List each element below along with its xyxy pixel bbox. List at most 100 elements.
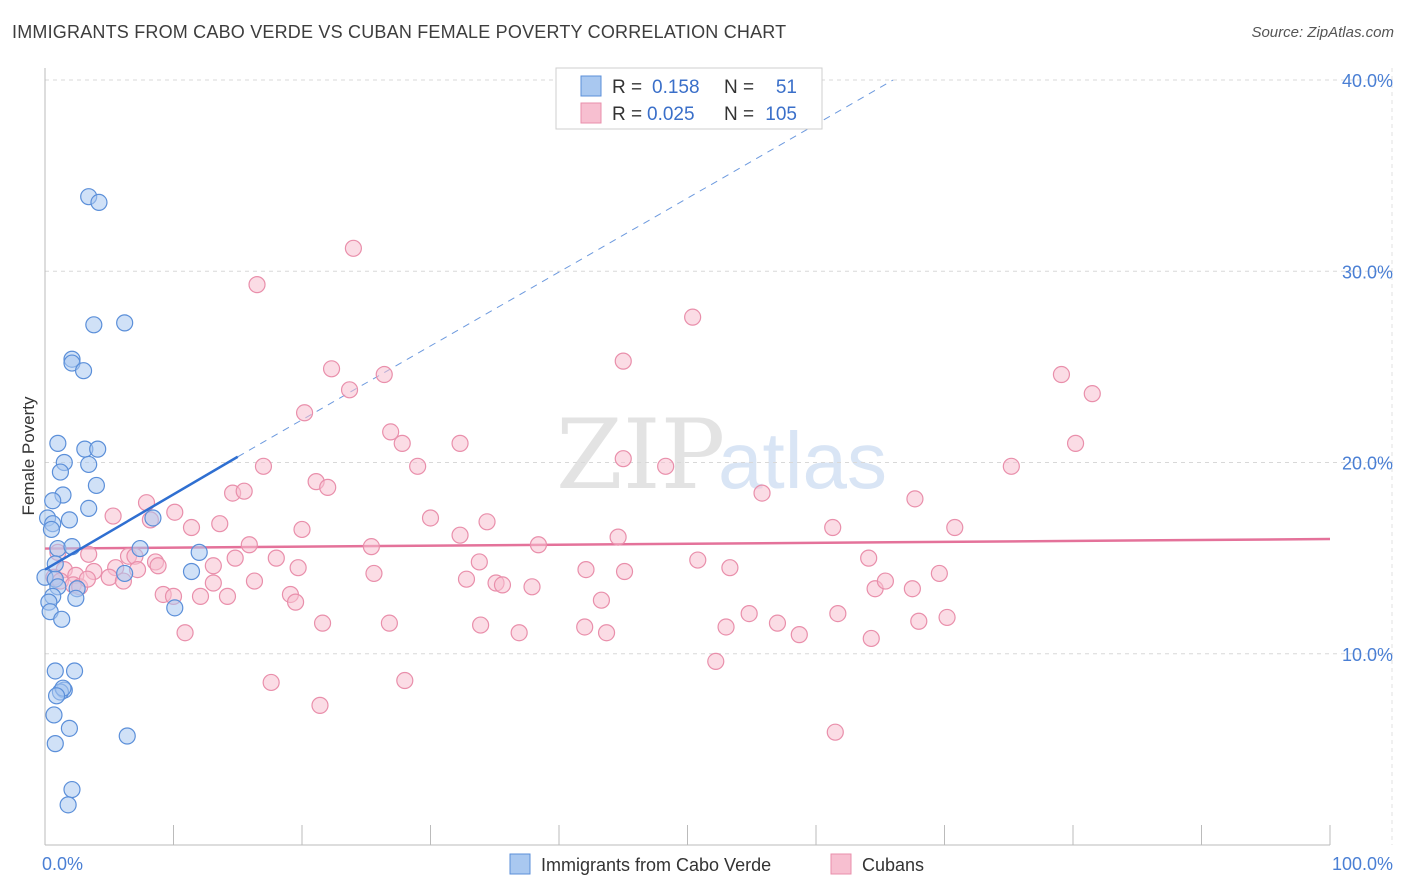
stats-n-value-pink: 105 <box>765 104 797 125</box>
cubans-point-87 <box>313 614 332 632</box>
cubans-point-72 <box>245 572 264 590</box>
cubans-point-31 <box>478 513 496 531</box>
trend-line-blue-dashed <box>237 79 894 458</box>
legend-label-pink: Cubans <box>862 855 924 875</box>
cubans-point-24 <box>906 490 924 508</box>
cubans-point-62 <box>615 562 634 581</box>
cabo-verde-point-36 <box>116 564 134 583</box>
trend-lines <box>44 79 1331 550</box>
cabo-verde-point-40 <box>65 662 84 680</box>
cubans-point-97 <box>910 612 928 630</box>
trend-line-blue <box>44 455 239 571</box>
cubans-point-32 <box>182 518 201 537</box>
cabo-verde-point-38 <box>166 599 184 617</box>
cubans-point-39 <box>362 538 380 556</box>
cubans-point-30 <box>421 509 440 527</box>
cubans-point-94 <box>740 604 758 623</box>
cubans-point-82 <box>191 587 210 605</box>
cubans-point-14 <box>254 457 273 475</box>
cubans-point-5 <box>375 365 393 384</box>
cubans-point-105 <box>311 696 329 714</box>
y-tick-label-2: 30.0% <box>1342 262 1393 282</box>
cabo-verde-point-37 <box>182 562 201 581</box>
cabo-verde-point-9 <box>89 440 107 458</box>
cubans-point-36 <box>824 518 842 537</box>
cabo-verde-point-22 <box>49 539 67 558</box>
cubans-point-46 <box>267 549 285 567</box>
cubans-point-49 <box>689 551 707 569</box>
x-tick-label-1: 100.0% <box>1332 854 1393 874</box>
cabo-verde-point-7 <box>49 434 67 452</box>
stats-r-value-pink: 0.025 <box>647 104 695 125</box>
cubans-point-76 <box>523 578 541 596</box>
cubans-point-50 <box>721 559 739 577</box>
cubans-point-12 <box>451 434 469 452</box>
cubans-point-83 <box>218 587 237 605</box>
trend-line-pink <box>44 537 1331 550</box>
cabo-verde-point-3 <box>116 314 134 332</box>
cubans-point-93 <box>717 618 735 636</box>
cabo-verde-point-13 <box>87 476 106 495</box>
cubans-point-79 <box>903 580 921 598</box>
cubans-point-45 <box>226 549 244 567</box>
cabo-verde-point-19 <box>42 520 61 539</box>
cubans-point-89 <box>472 616 490 634</box>
cubans-point-59 <box>289 559 307 577</box>
cubans-point-2 <box>684 308 702 326</box>
cubans-point-85 <box>286 593 305 611</box>
cabo-verde-point-11 <box>80 455 98 474</box>
cubans-point-75 <box>493 576 512 594</box>
cabo-verde-point-46 <box>60 719 79 737</box>
cabo-verde-point-16 <box>80 499 98 517</box>
cabo-verde-point-1 <box>90 193 108 211</box>
cubans-point-3 <box>614 352 632 370</box>
cubans-point-7 <box>1052 365 1071 384</box>
cabo-verde-point-15 <box>44 492 62 510</box>
cubans-point-58 <box>204 557 222 575</box>
tick-labels: 10.0% 20.0% 30.0% 40.0% 0.0% 100.0% <box>42 71 1393 874</box>
cubans-point-35 <box>609 528 627 546</box>
cubans-point-104 <box>396 671 414 690</box>
cubans-point-28 <box>104 507 122 525</box>
cubans-point-103 <box>262 673 280 692</box>
cubans-point-57 <box>149 557 167 575</box>
stats-r-label-blue: R = <box>612 77 642 98</box>
cubans-point-8 <box>1083 385 1101 403</box>
cabo-verde-point-20 <box>60 511 79 529</box>
cubans-point-4 <box>322 360 341 378</box>
cabo-verde-point-12 <box>51 463 70 481</box>
cubans-point-11 <box>393 434 411 452</box>
cubans-point-96 <box>829 604 847 623</box>
data-points <box>36 188 1101 814</box>
cubans-point-37 <box>946 518 964 537</box>
cubans-point-60 <box>365 564 383 583</box>
cabo-verde-point-32 <box>67 589 85 607</box>
cabo-verde-point-45 <box>45 706 63 724</box>
cubans-point-48 <box>470 553 488 571</box>
cubans-point-29 <box>211 515 229 533</box>
cubans-point-88 <box>380 614 398 632</box>
cubans-point-15 <box>409 457 427 475</box>
cabo-verde-point-21 <box>144 509 162 527</box>
cubans-point-98 <box>938 608 956 627</box>
cubans-point-38 <box>240 536 258 554</box>
cabo-verde-point-24 <box>131 539 149 558</box>
cubans-point-99 <box>790 626 808 644</box>
cubans-point-42 <box>80 545 98 563</box>
cubans-point-33 <box>293 520 311 539</box>
legend-swatch-pink <box>830 853 852 875</box>
cubans-point-102 <box>707 652 725 671</box>
cubans-point-0 <box>344 239 362 257</box>
cubans-point-95 <box>768 614 787 632</box>
cabo-verde-point-50 <box>59 796 77 814</box>
cubans-point-6 <box>340 381 359 399</box>
source-credit: Source: ZipAtlas.com <box>1251 24 1394 41</box>
cabo-verde-point-48 <box>46 735 64 753</box>
stats-n-label-blue: N = <box>724 77 754 98</box>
cubans-point-91 <box>576 618 594 636</box>
cubans-point-90 <box>510 624 528 642</box>
y-tick-label-3: 40.0% <box>1342 71 1393 91</box>
x-tick-label-0: 0.0% <box>42 854 83 874</box>
axes <box>44 68 1331 846</box>
